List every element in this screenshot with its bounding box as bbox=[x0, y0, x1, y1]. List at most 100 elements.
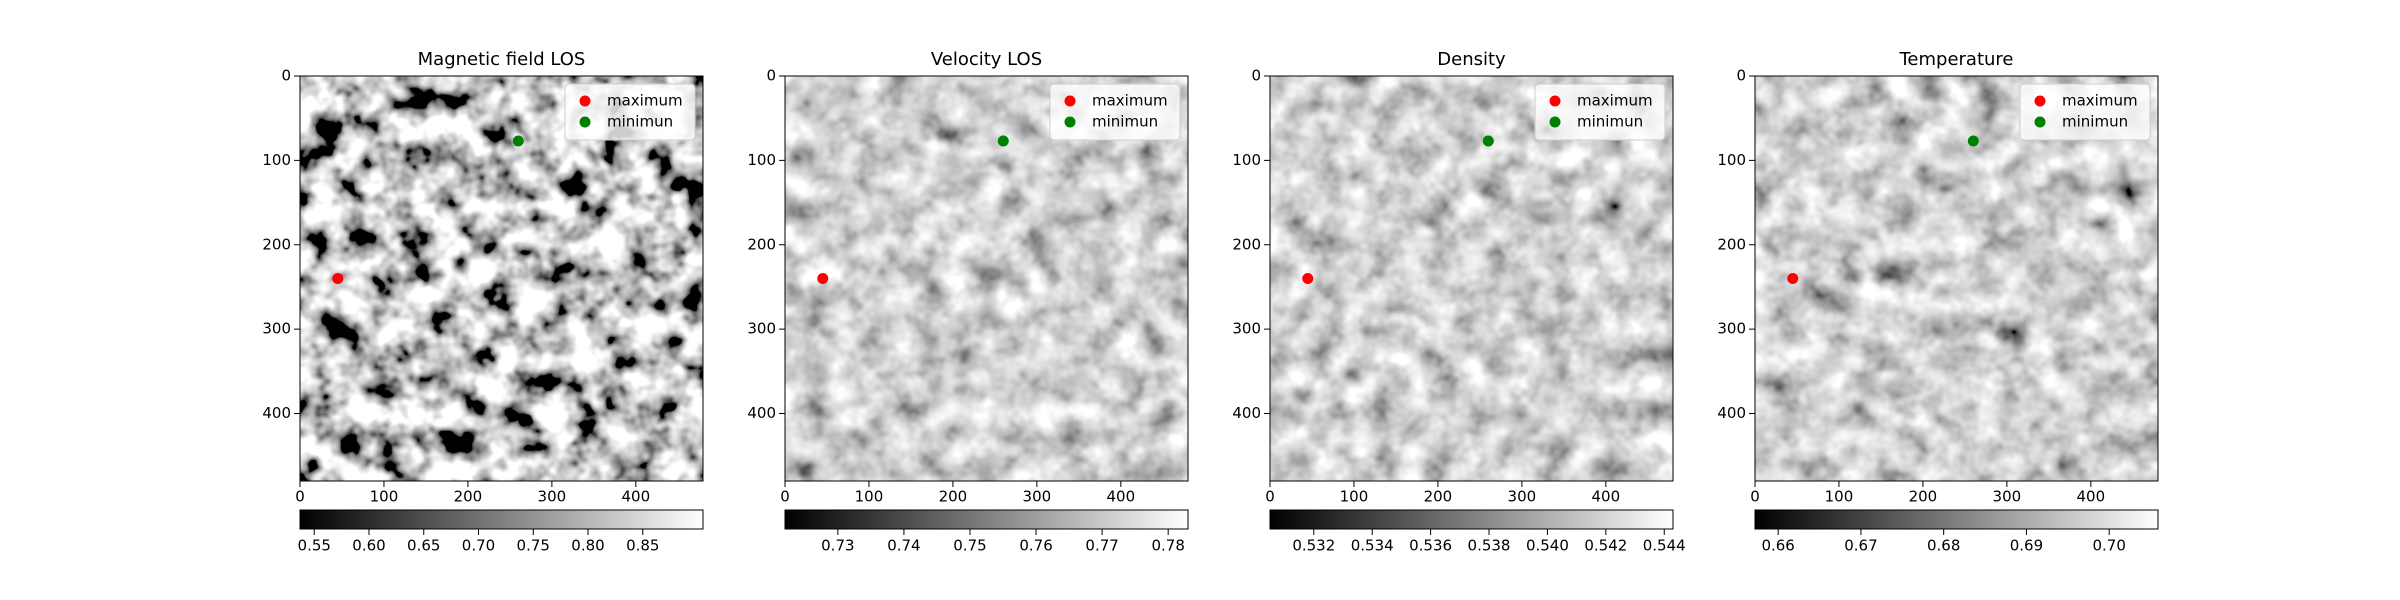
colorbar-tick-label: 0.73 bbox=[821, 537, 854, 555]
colorbar-tick-label: 0.80 bbox=[571, 537, 604, 555]
panel-title: Magnetic field LOS bbox=[418, 49, 586, 70]
legend-marker bbox=[1549, 116, 1561, 128]
colorbar-tick-label: 0.536 bbox=[1409, 537, 1452, 555]
x-tick-label: 100 bbox=[370, 488, 399, 506]
x-tick-label: 300 bbox=[538, 488, 567, 506]
x-tick-label: 400 bbox=[622, 488, 651, 506]
colorbar-tick-label: 0.65 bbox=[407, 537, 440, 555]
colorbar-tick-label: 0.66 bbox=[1761, 537, 1794, 555]
y-tick-label: 0 bbox=[1736, 67, 1746, 85]
legend-box bbox=[564, 83, 696, 141]
field-image bbox=[785, 76, 1188, 481]
x-tick-label: 400 bbox=[1107, 488, 1136, 506]
legend-label: maximum bbox=[1092, 92, 1168, 110]
colorbar-tick-label: 0.55 bbox=[298, 537, 331, 555]
colorbar bbox=[1269, 509, 1674, 530]
x-tick-label: 300 bbox=[1993, 488, 2022, 506]
colorbar bbox=[784, 509, 1189, 530]
point bbox=[1302, 273, 1314, 284]
point bbox=[1787, 273, 1799, 284]
colorbar-tick-label: 0.69 bbox=[2010, 537, 2043, 555]
field-image bbox=[300, 76, 703, 481]
x-tick-label: 200 bbox=[1424, 488, 1453, 506]
colorbar bbox=[299, 509, 704, 530]
colorbar-tick-label: 0.70 bbox=[2092, 537, 2125, 555]
colorbar-tick-label: 0.534 bbox=[1351, 537, 1394, 555]
legend-label: minimun bbox=[1577, 113, 1643, 131]
y-tick-label: 100 bbox=[1717, 151, 1746, 169]
x-tick-label: 100 bbox=[1340, 488, 1369, 506]
colorbar-tick-label: 0.68 bbox=[1927, 537, 1960, 555]
legend-marker bbox=[2034, 116, 2046, 128]
y-tick-label: 300 bbox=[1232, 320, 1261, 338]
y-tick-label: 400 bbox=[1717, 404, 1746, 422]
colorbar-tick-label: 0.532 bbox=[1292, 537, 1335, 555]
axes-frame bbox=[1269, 75, 1674, 482]
legend-marker bbox=[579, 116, 591, 128]
colorbar-tick-label: 0.540 bbox=[1526, 537, 1569, 555]
colorbar-tick-label: 0.76 bbox=[1019, 537, 1052, 555]
field-image bbox=[1755, 76, 2158, 481]
legend-marker bbox=[1064, 116, 1076, 128]
point bbox=[332, 273, 344, 284]
legend-label: minimun bbox=[607, 113, 673, 131]
point bbox=[1967, 135, 1979, 147]
x-tick-label: 400 bbox=[2077, 488, 2106, 506]
colorbar bbox=[1754, 509, 2159, 530]
y-tick-label: 0 bbox=[766, 67, 776, 85]
y-tick-label: 200 bbox=[1232, 235, 1261, 253]
field-image bbox=[1270, 76, 1673, 481]
x-tick-label: 300 bbox=[1508, 488, 1537, 506]
y-tick-label: 100 bbox=[262, 151, 291, 169]
y-tick-label: 100 bbox=[747, 151, 776, 169]
colorbar-tick-label: 0.60 bbox=[352, 537, 385, 555]
colorbar-tick-label: 0.78 bbox=[1151, 537, 1184, 555]
x-tick-label: 0 bbox=[1265, 488, 1275, 506]
x-tick-label: 200 bbox=[1909, 488, 1938, 506]
axes-frame bbox=[299, 75, 704, 482]
colorbar-tick-label: 0.544 bbox=[1643, 537, 1686, 555]
legend-marker bbox=[2034, 95, 2046, 107]
panel-title: Temperature bbox=[1898, 49, 2013, 70]
panel-title: Density bbox=[1437, 49, 1506, 70]
y-tick-label: 200 bbox=[262, 235, 291, 253]
colorbar-tick-label: 0.77 bbox=[1085, 537, 1118, 555]
legend-label: maximum bbox=[2062, 92, 2138, 110]
panel-title: Velocity LOS bbox=[931, 49, 1042, 70]
legend-box bbox=[1534, 83, 1666, 141]
x-tick-label: 100 bbox=[1825, 488, 1854, 506]
legend-label: maximum bbox=[1577, 92, 1653, 110]
y-tick-label: 200 bbox=[747, 235, 776, 253]
point bbox=[1482, 135, 1494, 147]
x-tick-label: 400 bbox=[1592, 488, 1621, 506]
legend-label: maximum bbox=[607, 92, 683, 110]
y-tick-label: 400 bbox=[262, 404, 291, 422]
colorbar-tick-label: 0.70 bbox=[462, 537, 495, 555]
colorbar-tick-label: 0.67 bbox=[1844, 537, 1877, 555]
y-tick-label: 100 bbox=[1232, 151, 1261, 169]
y-tick-label: 300 bbox=[1717, 320, 1746, 338]
y-tick-label: 200 bbox=[1717, 235, 1746, 253]
x-tick-label: 0 bbox=[780, 488, 790, 506]
y-tick-label: 400 bbox=[747, 404, 776, 422]
colorbar-tick-label: 0.75 bbox=[517, 537, 550, 555]
colorbar-tick-label: 0.542 bbox=[1584, 537, 1627, 555]
x-tick-label: 0 bbox=[295, 488, 305, 506]
legend-box bbox=[2019, 83, 2151, 141]
axes-frame bbox=[784, 75, 1189, 482]
colorbar-tick-label: 0.75 bbox=[953, 537, 986, 555]
colorbar-tick-label: 0.538 bbox=[1468, 537, 1511, 555]
y-tick-label: 0 bbox=[1251, 67, 1261, 85]
legend-box bbox=[1049, 83, 1181, 141]
x-tick-label: 200 bbox=[939, 488, 968, 506]
y-tick-label: 400 bbox=[1232, 404, 1261, 422]
legend-label: minimun bbox=[2062, 113, 2128, 131]
colorbar-tick-label: 0.85 bbox=[626, 537, 659, 555]
point bbox=[512, 135, 524, 147]
x-tick-label: 300 bbox=[1023, 488, 1052, 506]
legend-marker bbox=[1549, 95, 1561, 107]
colorbar-tick-label: 0.74 bbox=[887, 537, 920, 555]
x-tick-label: 0 bbox=[1750, 488, 1760, 506]
x-tick-label: 100 bbox=[855, 488, 884, 506]
